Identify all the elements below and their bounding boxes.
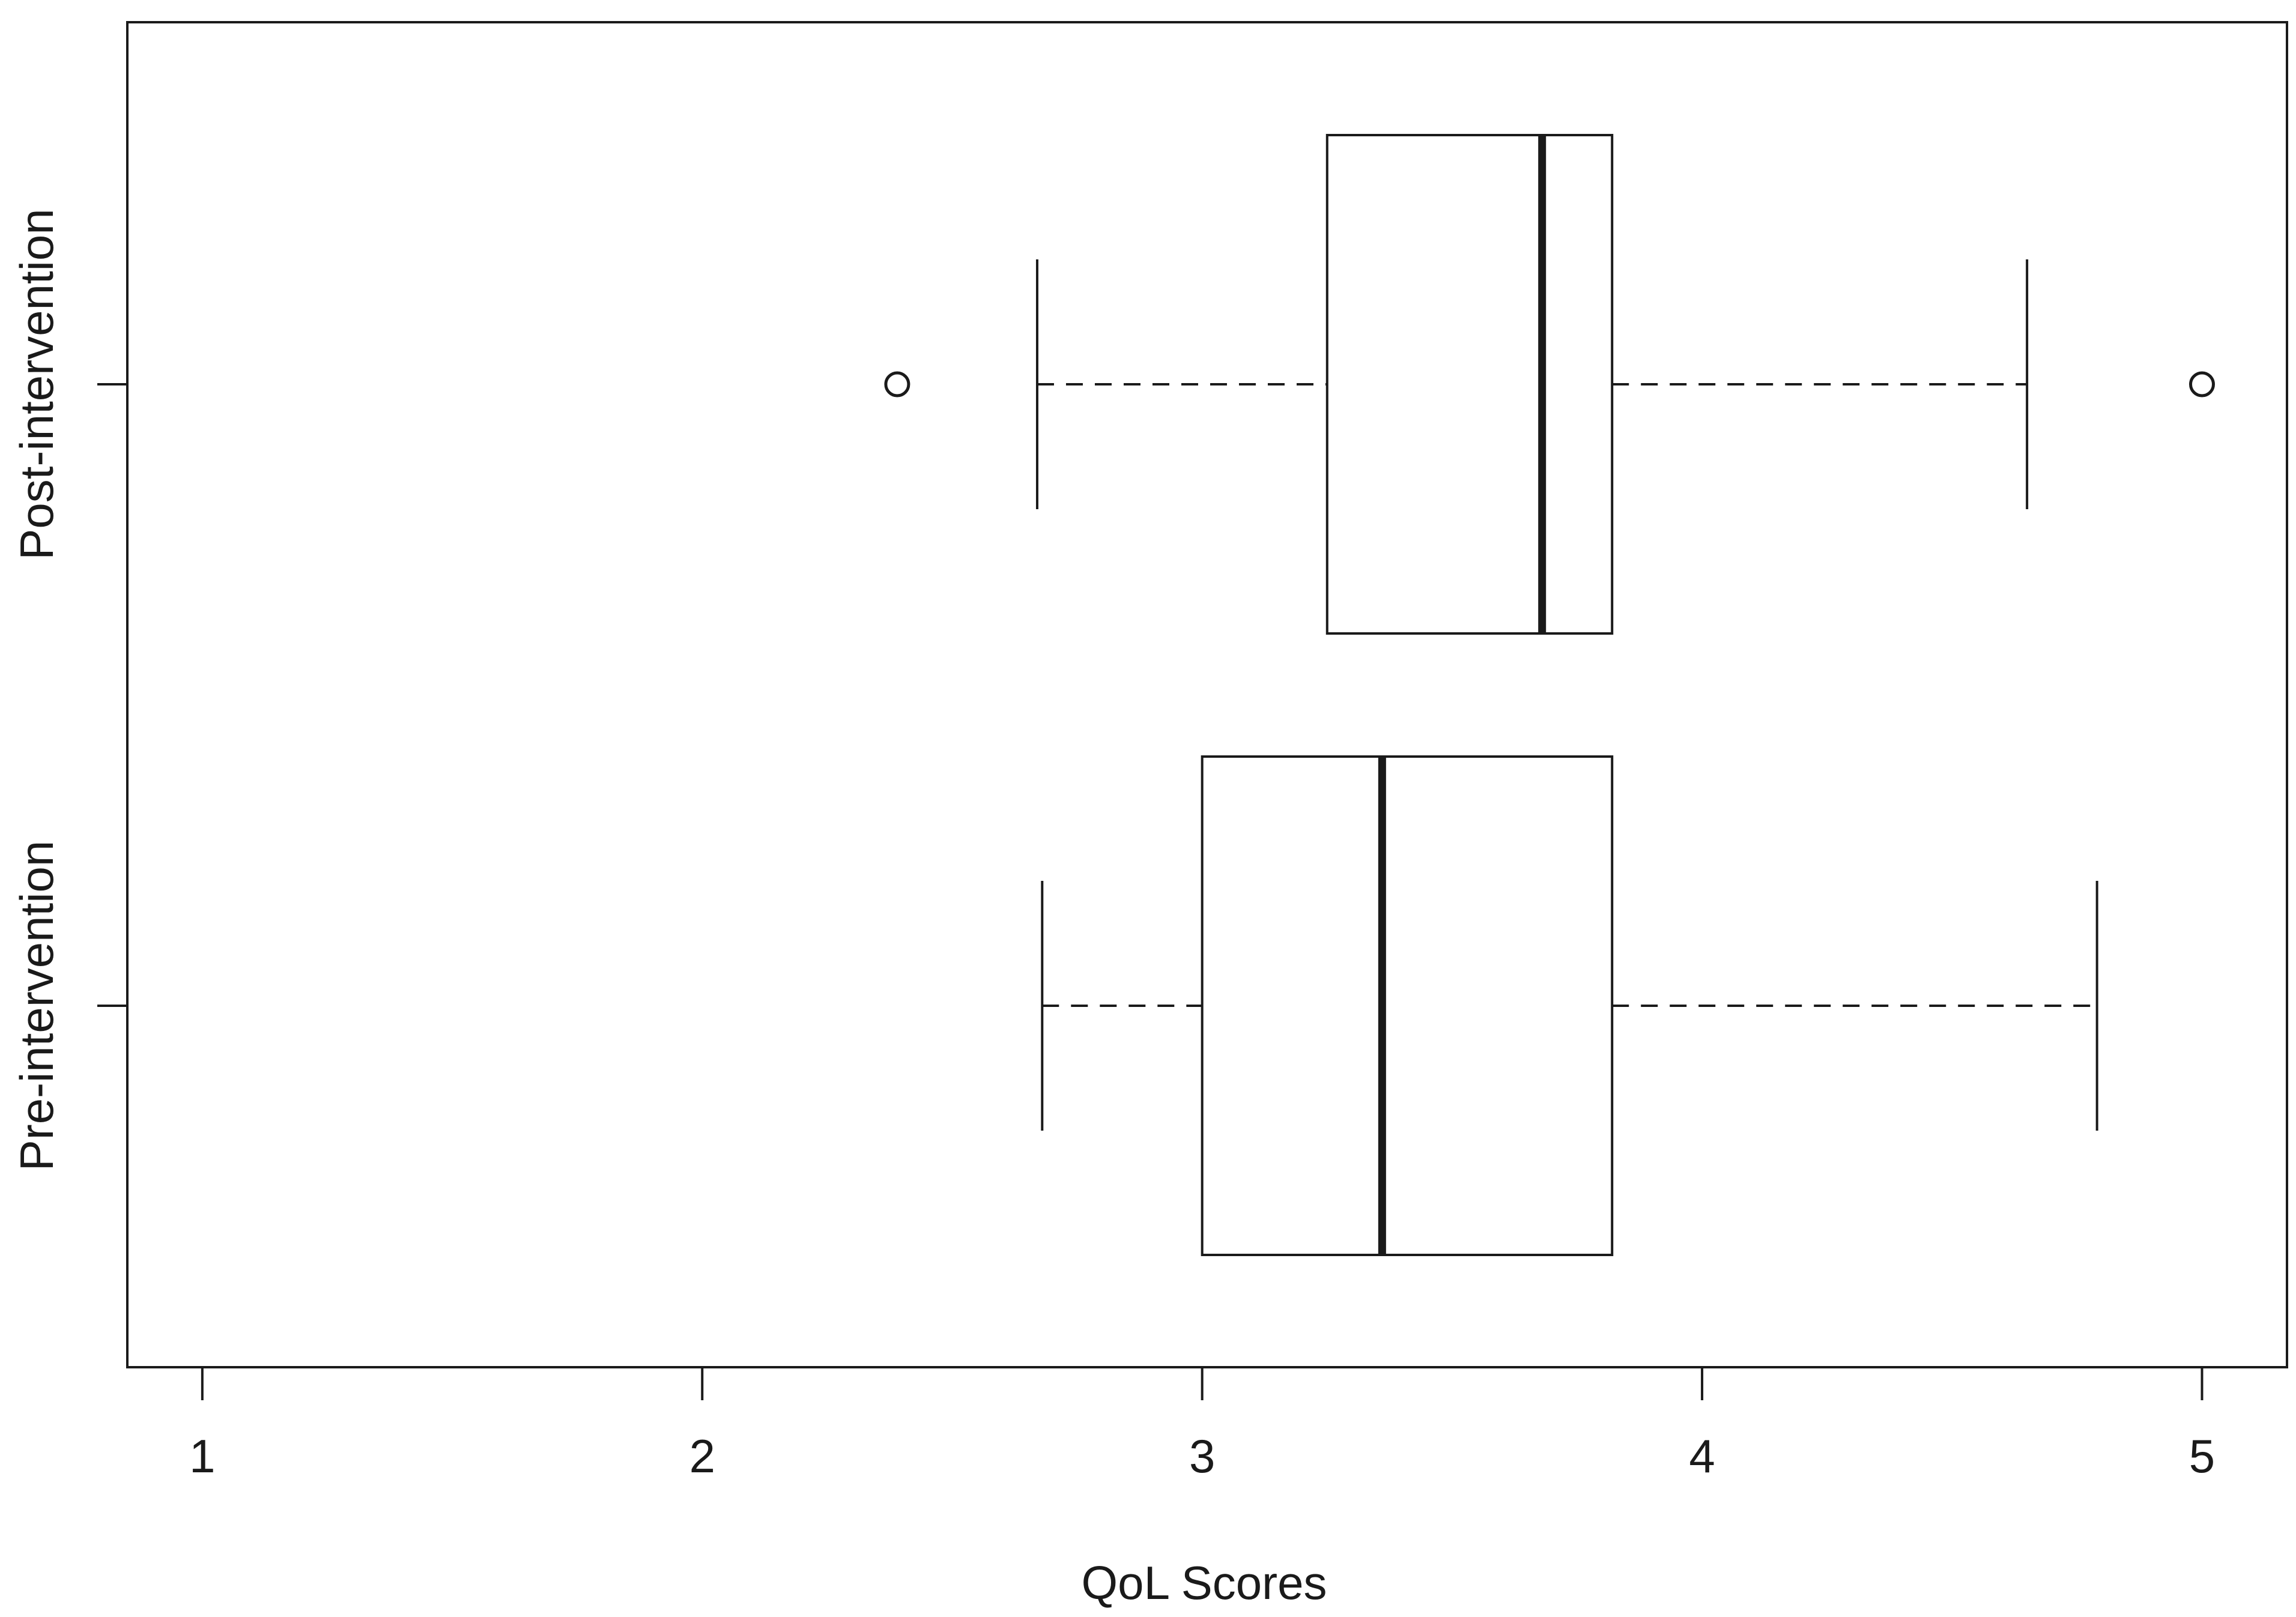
y-category-label: Post-intervention (10, 208, 63, 560)
x-axis-label: QoL Scores (1082, 1556, 1327, 1609)
iqr-box (1325, 134, 1614, 635)
x-tick-label: 4 (1689, 1430, 1715, 1483)
outlier-point (2188, 371, 2215, 397)
x-tick-label: 2 (689, 1430, 715, 1483)
x-tick-label: 1 (189, 1430, 215, 1483)
x-tick-label: 3 (1189, 1430, 1215, 1483)
box-series (1041, 755, 2098, 1256)
x-tick-label: 5 (2189, 1430, 2215, 1483)
y-category-label: Pre-intervention (10, 841, 63, 1171)
iqr-box (1201, 755, 1614, 1256)
box-series (884, 134, 2215, 635)
outlier-point (884, 371, 910, 397)
box-group (884, 134, 2215, 1256)
x-axis: 1 2 3 4 5 (97, 383, 2287, 1483)
